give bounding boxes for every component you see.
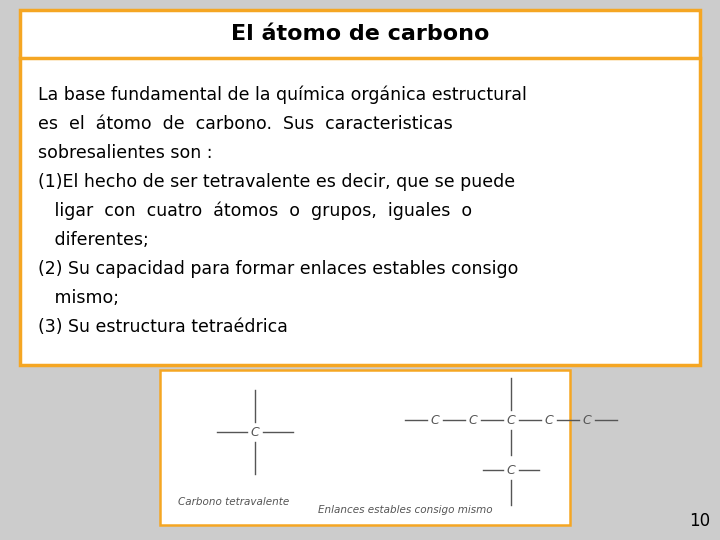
Text: (2) Su capacidad para formar enlaces estables consigo: (2) Su capacidad para formar enlaces est…: [38, 260, 518, 278]
Text: C: C: [582, 414, 591, 427]
Text: La base fundamental de la química orgánica estructural: La base fundamental de la química orgáni…: [38, 86, 527, 105]
Text: Carbono tetravalente: Carbono tetravalente: [178, 497, 289, 507]
Text: 10: 10: [689, 512, 710, 530]
Text: C: C: [469, 414, 477, 427]
Text: C: C: [431, 414, 439, 427]
Bar: [20, 10, 700, 365]
Text: C: C: [507, 414, 516, 427]
Text: (1)El hecho de ser tetravalente es decir, que se puede: (1)El hecho de ser tetravalente es decir…: [38, 173, 515, 191]
Text: (3) Su estructura tetraédrica: (3) Su estructura tetraédrica: [38, 318, 288, 336]
Text: C: C: [251, 426, 259, 438]
Text: C: C: [507, 463, 516, 476]
Text: Enlances estables consigo mismo: Enlances estables consigo mismo: [318, 505, 492, 515]
Text: ligar  con  cuatro  átomos  o  grupos,  iguales  o: ligar con cuatro átomos o grupos, iguale…: [38, 202, 472, 220]
Text: mismo;: mismo;: [38, 289, 119, 307]
Text: diferentes;: diferentes;: [38, 231, 149, 249]
Text: es  el  átomo  de  carbono.  Sus  caracteristicas: es el átomo de carbono. Sus caracteristi…: [38, 115, 453, 133]
Text: El átomo de carbono: El átomo de carbono: [231, 24, 489, 44]
Text: C: C: [544, 414, 554, 427]
Bar: [160, 370, 570, 525]
Text: sobresalientes son :: sobresalientes son :: [38, 144, 212, 162]
